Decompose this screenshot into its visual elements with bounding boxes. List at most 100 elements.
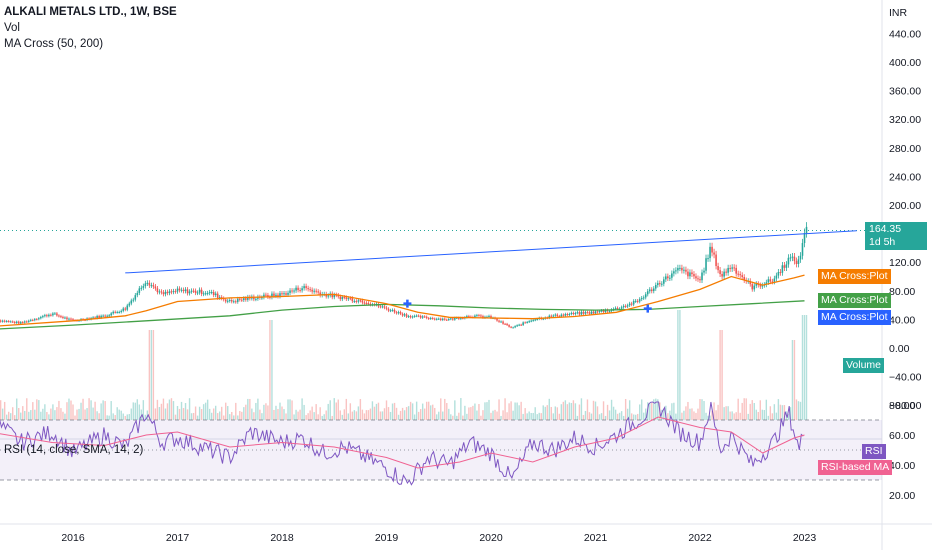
ma-cross-marker [403, 299, 412, 308]
price-bar-body [236, 298, 239, 302]
price-bar-body [50, 314, 52, 316]
volume-bar [3, 401, 6, 420]
price-bar-body [646, 291, 649, 295]
price-bar-body [170, 291, 173, 293]
price-bar-body [793, 256, 796, 262]
price-bar-body [554, 314, 557, 316]
price-bar-body [337, 295, 340, 297]
price-bar-body [1, 320, 4, 322]
price-bar-body [224, 299, 227, 302]
volume-bar [144, 414, 147, 420]
price-bar-body [383, 306, 386, 308]
volume-bar [170, 398, 173, 420]
volume-bar [616, 413, 619, 420]
volume-bar [415, 401, 418, 420]
volume-bar [88, 398, 90, 420]
price-bar-body [427, 318, 430, 320]
price-bar-body [719, 270, 721, 275]
time-tick: 2021 [584, 532, 608, 544]
price-bar-body [198, 289, 201, 293]
price-bar-body [96, 315, 98, 319]
volume-bar [311, 406, 313, 420]
time-tick: 2016 [61, 532, 85, 544]
legend-vol[interactable]: Vol [4, 22, 20, 34]
price-bar-body [496, 318, 498, 321]
price-bar-body [152, 285, 155, 287]
volume-bar [401, 407, 404, 420]
volume-bar [148, 330, 151, 420]
volume-bar [639, 404, 641, 420]
legend-ma-cross[interactable]: MA Cross (50, 200) [4, 38, 104, 50]
price-bar-body [333, 294, 336, 298]
price-bar-body [343, 297, 346, 299]
price-bar-body [36, 319, 38, 321]
volume-bar [287, 399, 289, 420]
price-bar-body [425, 316, 428, 319]
volume-bar [721, 330, 723, 420]
price-bar-body [705, 258, 707, 271]
volume-bar [297, 411, 299, 420]
volume-bar [299, 409, 301, 420]
volume-bar [379, 411, 382, 420]
volume-bar [620, 411, 623, 420]
volume-bar [554, 406, 557, 420]
rsi-tick: 60.00 [889, 430, 915, 442]
price-bar-body [510, 326, 512, 328]
price-bar-body [723, 271, 725, 277]
price-bar-body [697, 278, 699, 280]
volume-bar [56, 407, 58, 420]
price-bar-body [751, 284, 754, 290]
price-bar-body [297, 287, 299, 291]
price-bar-body [797, 259, 800, 264]
volume-bar [795, 399, 798, 420]
chart-title[interactable]: ALKALI METALS LTD., 1W, BSE [4, 6, 177, 18]
tag-rsi: RSI [862, 444, 886, 459]
price-bar-body [257, 296, 259, 299]
price-bar-body [66, 317, 68, 320]
volume-bar [508, 403, 510, 420]
price-bar-body [279, 293, 281, 297]
price-bar-body [94, 317, 96, 319]
volume-bar [194, 406, 197, 420]
volume-bar [132, 402, 134, 420]
volume-bar [192, 412, 195, 420]
price-bar-body [781, 265, 784, 273]
volume-bar [781, 405, 784, 420]
legend-rsi[interactable]: RSI (14, close, SMA, 14, 2) [4, 444, 144, 456]
volume-bar [28, 411, 30, 420]
price-bar-body [168, 291, 171, 294]
volume-bar [156, 399, 159, 420]
volume-bar [438, 411, 440, 420]
volume-bar [72, 404, 74, 420]
volume-bar [78, 408, 80, 420]
volume-bar [267, 405, 269, 420]
volume-bar [612, 406, 615, 420]
volume-bar [500, 415, 502, 420]
volume-bar [518, 405, 520, 420]
price-bar-body [92, 317, 94, 319]
price-bar-body [62, 316, 64, 318]
price-bar-body [650, 289, 653, 292]
volume-bar [805, 315, 808, 420]
price-bar-body [570, 312, 573, 315]
axis-ticks: INR 440.00 400.00 360.00 320.00 280.00 240.00 2… [61, 7, 921, 544]
price-bar-body [29, 319, 32, 321]
volume-bar [685, 406, 687, 420]
price-bar-body [180, 289, 183, 291]
volume-bar [602, 401, 605, 420]
volume-bar [233, 415, 235, 420]
price-bar-body [401, 313, 404, 316]
volume-bar [96, 411, 98, 420]
volume-bar [190, 413, 193, 420]
volume-bar [198, 406, 201, 420]
volume-bar [560, 404, 563, 420]
volume-bar [313, 412, 315, 420]
volume-bar [154, 408, 157, 420]
volume-bar [317, 414, 319, 420]
volume-bar [735, 412, 737, 420]
price-tick: 400.00 [889, 57, 921, 69]
volume-bar [769, 406, 772, 420]
price-bar-body [532, 320, 535, 322]
price-bar-body [562, 314, 565, 316]
